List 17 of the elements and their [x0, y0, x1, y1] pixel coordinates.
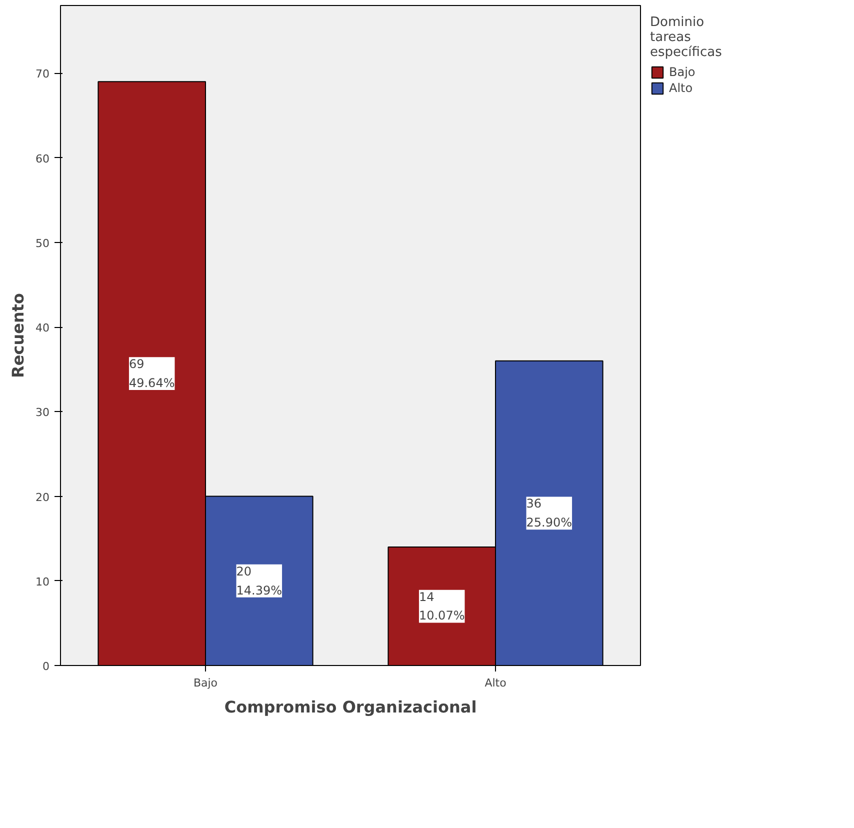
data-label: 14 10.07% — [418, 590, 465, 623]
y-tick-label: 20 — [36, 490, 50, 504]
x-axis-title: Compromiso Organizacional — [224, 698, 477, 716]
data-label: 69 49.64% — [128, 357, 175, 390]
y-tick-label: 50 — [36, 236, 50, 250]
y-tick-label: 40 — [36, 322, 50, 335]
y-tick-label: 70 — [36, 68, 50, 81]
legend-title: Dominio tareas específicas — [650, 15, 722, 60]
y-tick-label: 10 — [36, 575, 50, 588]
y-tick-label: 60 — [36, 152, 50, 166]
y-tick-label: 0 — [42, 660, 50, 673]
data-label: 36 25.90% — [526, 496, 572, 530]
data-label: 20 14.39% — [236, 564, 282, 598]
y-axis-title: Recuento — [8, 293, 28, 378]
legend-label: Alto — [669, 81, 693, 95]
y-tick-label: 30 — [36, 406, 50, 420]
legend-label: Bajo — [669, 65, 696, 79]
